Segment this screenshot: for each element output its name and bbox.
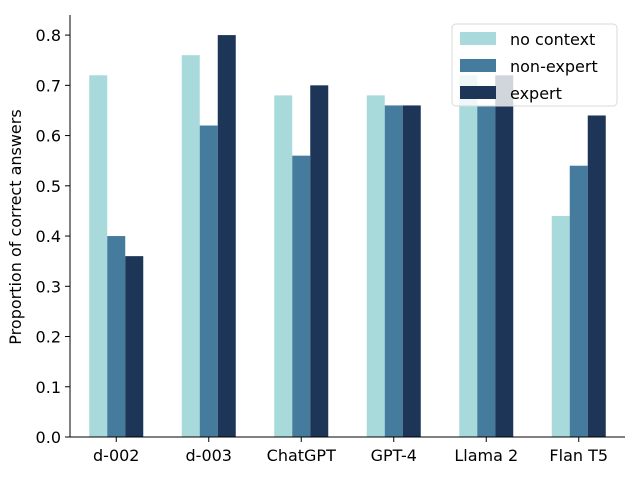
- bar-non-expert-5: [569, 165, 588, 437]
- legend-swatch: [460, 86, 496, 99]
- y-tick-label: 0.8: [36, 26, 61, 45]
- y-tick-label: 0.2: [36, 328, 61, 347]
- legend: no context non-expert expert: [451, 23, 618, 107]
- bar-expert-4: [495, 75, 514, 438]
- legend-label: no context: [510, 30, 595, 49]
- bar-no-context-0: [89, 75, 108, 438]
- bar-expert-0: [125, 256, 144, 437]
- bar-no-context-2: [274, 95, 293, 437]
- y-tick-label: 0.5: [36, 177, 61, 196]
- legend-label: expert: [510, 84, 562, 103]
- bar-non-expert-2: [292, 155, 311, 437]
- bar-no-context-3: [366, 95, 385, 437]
- y-axis-title: Proportion of correct answers: [6, 109, 25, 344]
- x-tick-label: d-002: [93, 446, 139, 465]
- x-tick-label: Llama 2: [454, 446, 518, 465]
- x-axis: d-002 d-003 ChatGPT GPT-4 Llama 2 Flan T5: [70, 436, 625, 465]
- y-tick-label: 0.7: [36, 76, 61, 95]
- bar-no-context-4: [459, 75, 478, 438]
- y-tick-label: 0.0: [36, 428, 61, 447]
- x-tick-label: GPT-4: [371, 446, 417, 465]
- bar-non-expert-0: [107, 236, 126, 437]
- legend-label: non-expert: [510, 57, 598, 76]
- bar-expert-5: [587, 115, 606, 437]
- x-tick-label: Flan T5: [549, 446, 608, 465]
- bar-non-expert-3: [384, 105, 403, 437]
- bar-expert-2: [310, 85, 329, 437]
- bar-no-context-5: [551, 215, 570, 437]
- x-tick-label: ChatGPT: [267, 446, 336, 465]
- y-tick-label: 0.6: [36, 127, 61, 146]
- x-tick-label: d-003: [186, 446, 232, 465]
- y-tick-label: 0.3: [36, 277, 61, 296]
- bar-non-expert-1: [199, 125, 218, 438]
- bar-expert-1: [217, 35, 236, 437]
- legend-swatch: [460, 59, 496, 72]
- y-tick-label: 0.4: [36, 227, 61, 246]
- bar-non-expert-4: [477, 105, 496, 437]
- bar-no-context-1: [181, 55, 200, 437]
- y-tick-label: 0.1: [36, 378, 61, 397]
- bar-expert-3: [402, 105, 421, 437]
- legend-swatch: [460, 32, 496, 45]
- plot-area: [89, 35, 606, 438]
- y-axis: 0.0 0.1 0.2 0.3 0.4 0.5 0.6 0.7 0.8: [36, 15, 71, 447]
